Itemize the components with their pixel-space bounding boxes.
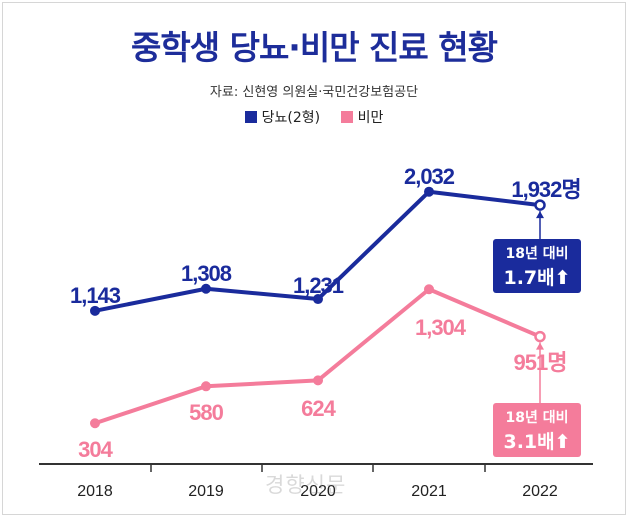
data-point-diabetes-2020: [313, 294, 323, 305]
chart-frame: 중학생 당뇨·비만 진료 현황 자료: 신현영 의원실·국민건강보험공단 당뇨(…: [2, 2, 626, 515]
x-tick-label-2018: 2018: [77, 483, 113, 500]
data-point-diabetes-2018: [90, 305, 100, 316]
callout-diabetes-increase: 18년 대비 1.7배⬆: [493, 239, 581, 293]
data-label-obesity-2018: 304: [78, 437, 113, 462]
legend-label-diabetes: 당뇨(2형): [261, 110, 321, 126]
data-point-obesity-2020: [313, 375, 323, 386]
data-point-obesity-2019: [201, 381, 211, 392]
data-point-diabetes-2022: [534, 199, 546, 211]
callout-diabetes-ratio: 1.7배: [503, 267, 555, 289]
watermark: 경향신문: [265, 473, 347, 497]
data-label-diabetes-2020: 1,231: [293, 273, 344, 298]
data-label-diabetes-2021: 2,032: [404, 164, 455, 189]
connector-arrowhead: [536, 211, 544, 219]
callout-obesity-ratio: 3.1배: [503, 431, 555, 453]
data-label-obesity-2021: 1,304: [415, 315, 467, 340]
data-label-diabetes-2019: 1,308: [181, 261, 232, 286]
callout-obesity-caption: 18년 대비: [505, 410, 569, 426]
legend-item-diabetes: 당뇨(2형): [244, 107, 321, 127]
source-note: 자료: 신현영 의원실·국민건강보험공단: [209, 85, 419, 100]
x-tick-label-2020: 2020: [300, 483, 336, 500]
callout-obesity-increase: 18년 대비 3.1배⬆: [493, 403, 581, 457]
connector-arrowhead: [536, 342, 544, 350]
data-label-obesity-2020: 624: [301, 396, 336, 421]
data-point-obesity-2022: [534, 330, 546, 343]
data-label-diabetes-2018: 1,143: [70, 283, 121, 308]
legend-label-obesity: 비만: [357, 110, 384, 126]
legend-swatch-obesity: [340, 111, 353, 123]
data-point-obesity-2018: [90, 418, 100, 429]
data-label-diabetes-2022: 1,932명: [511, 177, 580, 202]
x-tick-label-2022: 2022: [522, 483, 558, 500]
chart-title: 중학생 당뇨·비만 진료 현황: [131, 28, 498, 67]
legend: 당뇨(2형) 비만: [3, 107, 625, 127]
data-point-obesity-2021: [424, 284, 434, 295]
up-arrow-icon: ⬆: [554, 267, 571, 289]
up-arrow-icon: ⬆: [554, 431, 571, 453]
x-tick-label-2021: 2021: [411, 483, 447, 500]
line-chart: 2018 2019 2020 2021 2022 1,143 1,308 1,231 2,032…: [39, 164, 593, 500]
data-label-obesity-2019: 580: [189, 400, 223, 425]
legend-swatch-diabetes: [244, 111, 257, 123]
legend-item-obesity: 비만: [340, 107, 384, 127]
data-point-diabetes-2019: [201, 283, 211, 294]
callout-diabetes-caption: 18년 대비: [505, 246, 569, 262]
x-tick-label-2019: 2019: [188, 483, 224, 500]
data-point-diabetes-2021: [424, 186, 434, 197]
